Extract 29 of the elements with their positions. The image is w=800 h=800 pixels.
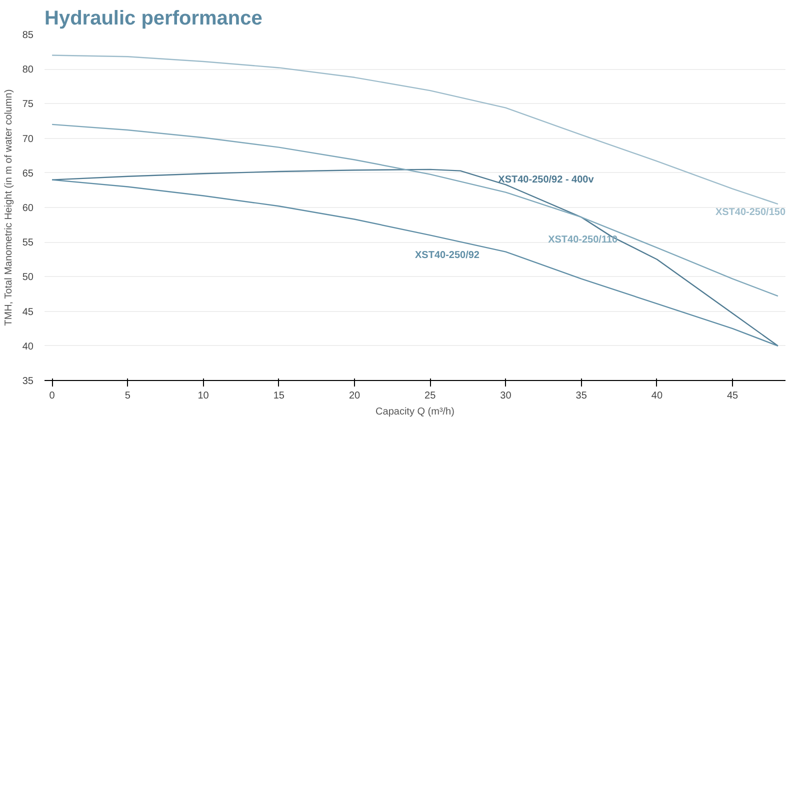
y-tick-label: 65 [22,168,34,180]
x-tick-label: 40 [651,390,663,402]
y-tick-label: 40 [22,341,34,352]
x-tick-label: 30 [500,390,512,402]
y-tick-label: 60 [22,203,34,214]
chart-title: Hydraulic performance [44,8,262,30]
x-tick-label: 35 [576,390,588,402]
y-tick-label: 85 [22,30,34,41]
series-label: XST40-250/92 [415,250,480,261]
x-tick-label: 10 [198,390,210,402]
line-series [51,54,779,205]
series-label: XST40-250/150 [715,206,786,218]
y-tick-label: 50 [22,272,34,284]
x-tick-label: 45 [727,390,739,402]
x-tick-label: 25 [424,390,436,402]
y-tick-label: 75 [22,99,34,110]
y-tick-label: 45 [22,306,34,318]
y-tick-label: 35 [22,376,34,387]
series-label: XST40-250/92 - 400v [498,174,594,186]
x-axis-title: Capacity Q (m³/h) [376,406,454,418]
y-tick-label: 80 [22,64,34,76]
x-tick-label: 0 [49,390,56,402]
x-tick-label: 15 [273,390,285,402]
series-label: XST40-250/110 [548,234,618,246]
y-axis-title: TMH, Total Manometric Height (in m of water column) [3,89,14,326]
x-tick-label: 5 [124,390,131,402]
y-tick-label: 55 [22,238,34,249]
y-tick-label: 70 [22,134,34,145]
x-tick-label: 20 [348,390,361,402]
